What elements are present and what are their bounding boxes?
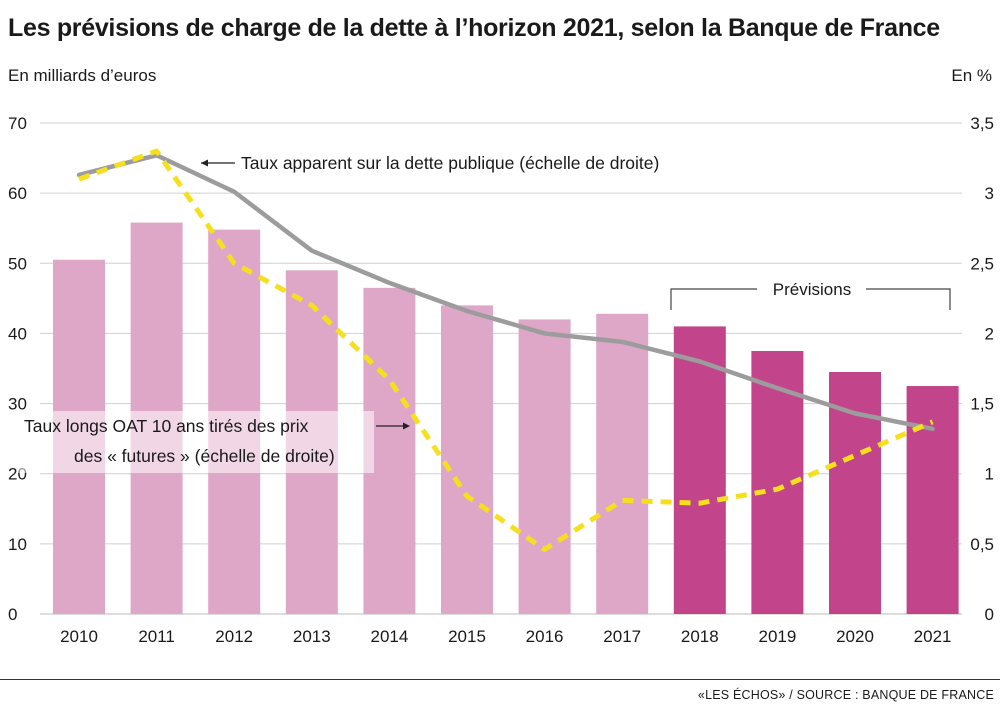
right-tick-label: 0,5 — [970, 535, 994, 554]
right-tick-label: 3 — [985, 184, 994, 203]
oat-rate-line — [78, 148, 934, 552]
x-tick-label: 2014 — [370, 627, 408, 646]
x-tick-label: 2015 — [448, 627, 486, 646]
x-tick-label: 2020 — [836, 627, 874, 646]
bar — [673, 326, 726, 614]
left-axis-unit-label: En milliards d’euros — [8, 66, 157, 85]
right-axis-unit-label: En % — [951, 66, 992, 85]
right-tick-label: 3,5 — [970, 114, 994, 133]
annotations: Prévisions Taux apparent sur la dette pu… — [18, 153, 951, 473]
x-tick-label: 2011 — [138, 627, 175, 646]
x-tick-label: 2019 — [758, 627, 796, 646]
oat-label-line-2: des « futures » (échelle de droite) — [74, 446, 335, 466]
x-tick-label: 2021 — [914, 627, 952, 646]
grid-lines — [40, 122, 962, 615]
right-tick-label: 2 — [985, 324, 994, 343]
series-lines — [76, 148, 935, 552]
left-tick-label: 70 — [8, 114, 27, 133]
rate-apparent-arrow — [201, 159, 235, 167]
left-tick-label: 0 — [8, 605, 17, 624]
footer-rule — [0, 679, 1000, 680]
apparent-rate-line — [76, 153, 935, 432]
left-tick-label: 40 — [8, 324, 27, 343]
oat-arrow — [376, 422, 410, 430]
x-tick-label: 2012 — [215, 627, 253, 646]
chart-title: Les prévisions de charge de la dette à l… — [8, 14, 940, 42]
forecast-label: Prévisions — [773, 280, 851, 299]
source-credit: «LES ÉCHOS» / SOURCE : BANQUE DE FRANCE — [697, 688, 994, 702]
x-tick-label: 2013 — [293, 627, 331, 646]
forecast-bracket — [670, 288, 951, 310]
bar — [906, 386, 959, 614]
rate-apparent-label: Taux apparent sur la dette publique (éch… — [241, 153, 659, 173]
left-tick-label: 30 — [8, 395, 27, 414]
right-tick-label: 0 — [985, 605, 994, 624]
left-tick-label: 60 — [8, 184, 27, 203]
left-tick-label: 10 — [8, 535, 27, 554]
x-tick-label: 2016 — [526, 627, 564, 646]
right-tick-label: 1,5 — [970, 395, 994, 414]
bar — [596, 313, 649, 614]
oat-label-line-1: Taux longs OAT 10 ans tirés des prix — [24, 416, 309, 436]
x-tick-label: 2018 — [681, 627, 719, 646]
bar — [441, 305, 493, 614]
x-tick-label: 2017 — [603, 627, 641, 646]
oat-label-background — [18, 411, 374, 473]
bar — [518, 319, 571, 614]
right-tick-label: 2,5 — [970, 254, 994, 273]
right-tick-label: 1 — [985, 465, 994, 484]
x-tick-label: 2010 — [60, 627, 98, 646]
left-tick-label: 50 — [8, 254, 27, 273]
